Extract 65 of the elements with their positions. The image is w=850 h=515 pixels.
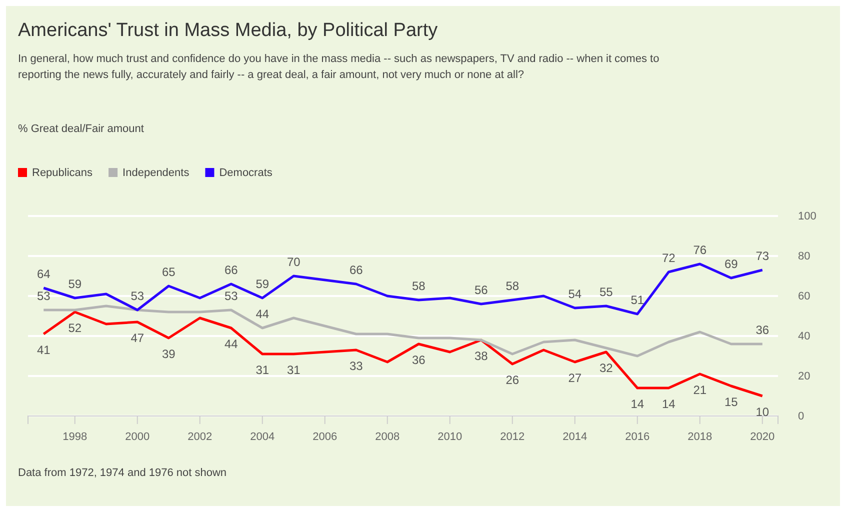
data-label: 10 xyxy=(756,405,770,419)
data-label: 44 xyxy=(256,307,270,321)
data-label: 32 xyxy=(599,361,614,375)
x-tick-label: 2002 xyxy=(188,430,212,443)
y-tick-label: 80 xyxy=(798,250,810,263)
data-label: 66 xyxy=(349,263,364,277)
data-label: 53 xyxy=(224,289,238,303)
text: % Great deal/Fair amount xyxy=(18,123,144,135)
chart-title: Americans' Trust in Mass Media, by Political Party xyxy=(18,20,438,41)
data-label: 76 xyxy=(693,243,707,257)
data-label: 73 xyxy=(756,249,770,263)
x-tick-label: 2018 xyxy=(688,430,712,443)
data-label: 58 xyxy=(412,279,426,293)
data-label: 59 xyxy=(68,277,82,291)
x-tick-label: 2004 xyxy=(250,430,275,443)
y-tick-label: 100 xyxy=(798,210,816,223)
data-label: 55 xyxy=(599,285,614,299)
data-label: 33 xyxy=(349,359,364,373)
x-tick-label: 2014 xyxy=(562,430,588,443)
x-tick-label: 2012 xyxy=(500,430,525,443)
data-label: 26 xyxy=(506,373,520,387)
x-tick-label: 2010 xyxy=(438,430,462,443)
text: Data from 1972, 1974 and 1976 not shown xyxy=(18,467,227,479)
data-label: 14 xyxy=(630,397,644,411)
data-label: 58 xyxy=(506,279,520,293)
data-label: 51 xyxy=(630,293,644,307)
data-label: 54 xyxy=(568,287,582,301)
data-label: 65 xyxy=(162,265,176,279)
y-tick-label: 0 xyxy=(798,410,804,423)
x-tick-label: 2006 xyxy=(312,430,338,443)
data-label: 59 xyxy=(256,277,270,291)
data-label: 41 xyxy=(36,343,51,357)
data-label: 69 xyxy=(724,257,738,271)
data-label: 39 xyxy=(162,347,176,361)
y-tick-label: 40 xyxy=(798,330,810,343)
data-label: 27 xyxy=(568,371,582,385)
data-label: 36 xyxy=(756,323,770,337)
data-label: 53 xyxy=(36,289,51,303)
legend-label: Independents xyxy=(122,167,190,179)
y-tick-label: 60 xyxy=(798,290,810,303)
data-label: 15 xyxy=(724,395,738,409)
x-tick-label: 1998 xyxy=(62,430,88,443)
data-label: 56 xyxy=(474,283,488,297)
data-label: 36 xyxy=(412,353,426,367)
x-tick-label: 2016 xyxy=(625,430,650,443)
chart-subtitle: In general, how much trust and confidence do you have in the mass media -- such as newspapers, TV and radio -- when it comes to reporting the news fully, accurately and fairly -- a great deal, a fair amount, not very much or none at all? xyxy=(18,53,660,81)
data-label: 44 xyxy=(224,337,238,351)
data-label: 47 xyxy=(130,331,144,345)
data-label: 38 xyxy=(474,349,488,363)
x-tick-label: 2020 xyxy=(750,430,775,443)
data-label: 66 xyxy=(224,263,238,277)
x-tick-label: 2000 xyxy=(125,430,150,443)
data-label: 21 xyxy=(693,383,707,397)
data-label: 64 xyxy=(36,267,51,281)
y-tick-label: 20 xyxy=(798,370,810,383)
data-label: 70 xyxy=(286,255,301,269)
data-label: 31 xyxy=(256,363,270,377)
legend-label: Republicans xyxy=(32,167,94,179)
data-label: 53 xyxy=(130,289,144,303)
data-label: 31 xyxy=(286,363,301,377)
legend-label: Democrats xyxy=(219,167,273,179)
data-label: 14 xyxy=(662,397,676,411)
x-tick-label: 2008 xyxy=(375,430,400,443)
data-label: 72 xyxy=(662,251,676,265)
data-label: 52 xyxy=(68,321,82,335)
